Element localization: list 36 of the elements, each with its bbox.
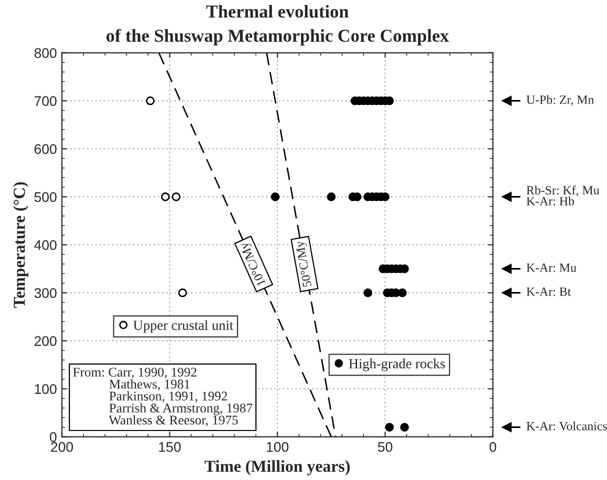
- point: [178, 288, 187, 298]
- y-tick-label: 200: [34, 336, 57, 346]
- legend-label: High-grade rocks: [348, 358, 445, 372]
- y-tick-label: 500: [34, 192, 57, 202]
- annotation: From: Carr, 1990, 1992 Mathews, 1981 Parkinson, 1991, 1992 Parrish & Armstrong, 1987 Wanless & Reesor, 1975: [73, 368, 252, 426]
- point: [160, 192, 170, 202]
- point: [398, 288, 407, 298]
- y-tick-label: 400: [34, 240, 57, 250]
- chart-title: Thermal evolution of the Shuswap Metamorphic Core Complex: [106, 4, 449, 46]
- y-tick-label: 100: [34, 384, 57, 394]
- y-axis-title: Temperature (°C): [13, 182, 28, 308]
- y-tick-label: 800: [34, 48, 57, 58]
- point: [146, 96, 155, 106]
- y-tick-label: 0: [50, 432, 57, 442]
- ref-line-label: K-Ar: Bt: [526, 288, 571, 296]
- ref-line-label: Rb-Sr: Kf, Mu K-Ar: Hb: [526, 186, 600, 206]
- x-tick-label: 0: [490, 442, 496, 452]
- ref-line-label: K-Ar: Volcanics: [526, 422, 607, 430]
- x-tick-label: 50: [378, 442, 392, 452]
- y-tick-label: 700: [34, 96, 57, 106]
- y-tick-label: 600: [34, 144, 57, 154]
- y-tick-label: 300: [34, 288, 57, 298]
- point: [400, 422, 409, 432]
- x-tick-label: 200: [51, 442, 73, 452]
- ref-line-label: U-Pb: Zr, Mn: [526, 95, 594, 106]
- x-tick-label: 150: [159, 442, 181, 452]
- point: [172, 192, 180, 202]
- ref-line-label: K-Ar: Mu: [526, 264, 576, 272]
- point: [385, 422, 394, 432]
- text: 50°C/My: [295, 240, 314, 288]
- x-axis-title: Time (Million years): [204, 460, 350, 476]
- legend-label: Upper crustal unit: [133, 320, 234, 333]
- point: [270, 192, 280, 202]
- point: [326, 192, 336, 202]
- x-tick-label: 100: [266, 442, 288, 452]
- point: [364, 288, 372, 298]
